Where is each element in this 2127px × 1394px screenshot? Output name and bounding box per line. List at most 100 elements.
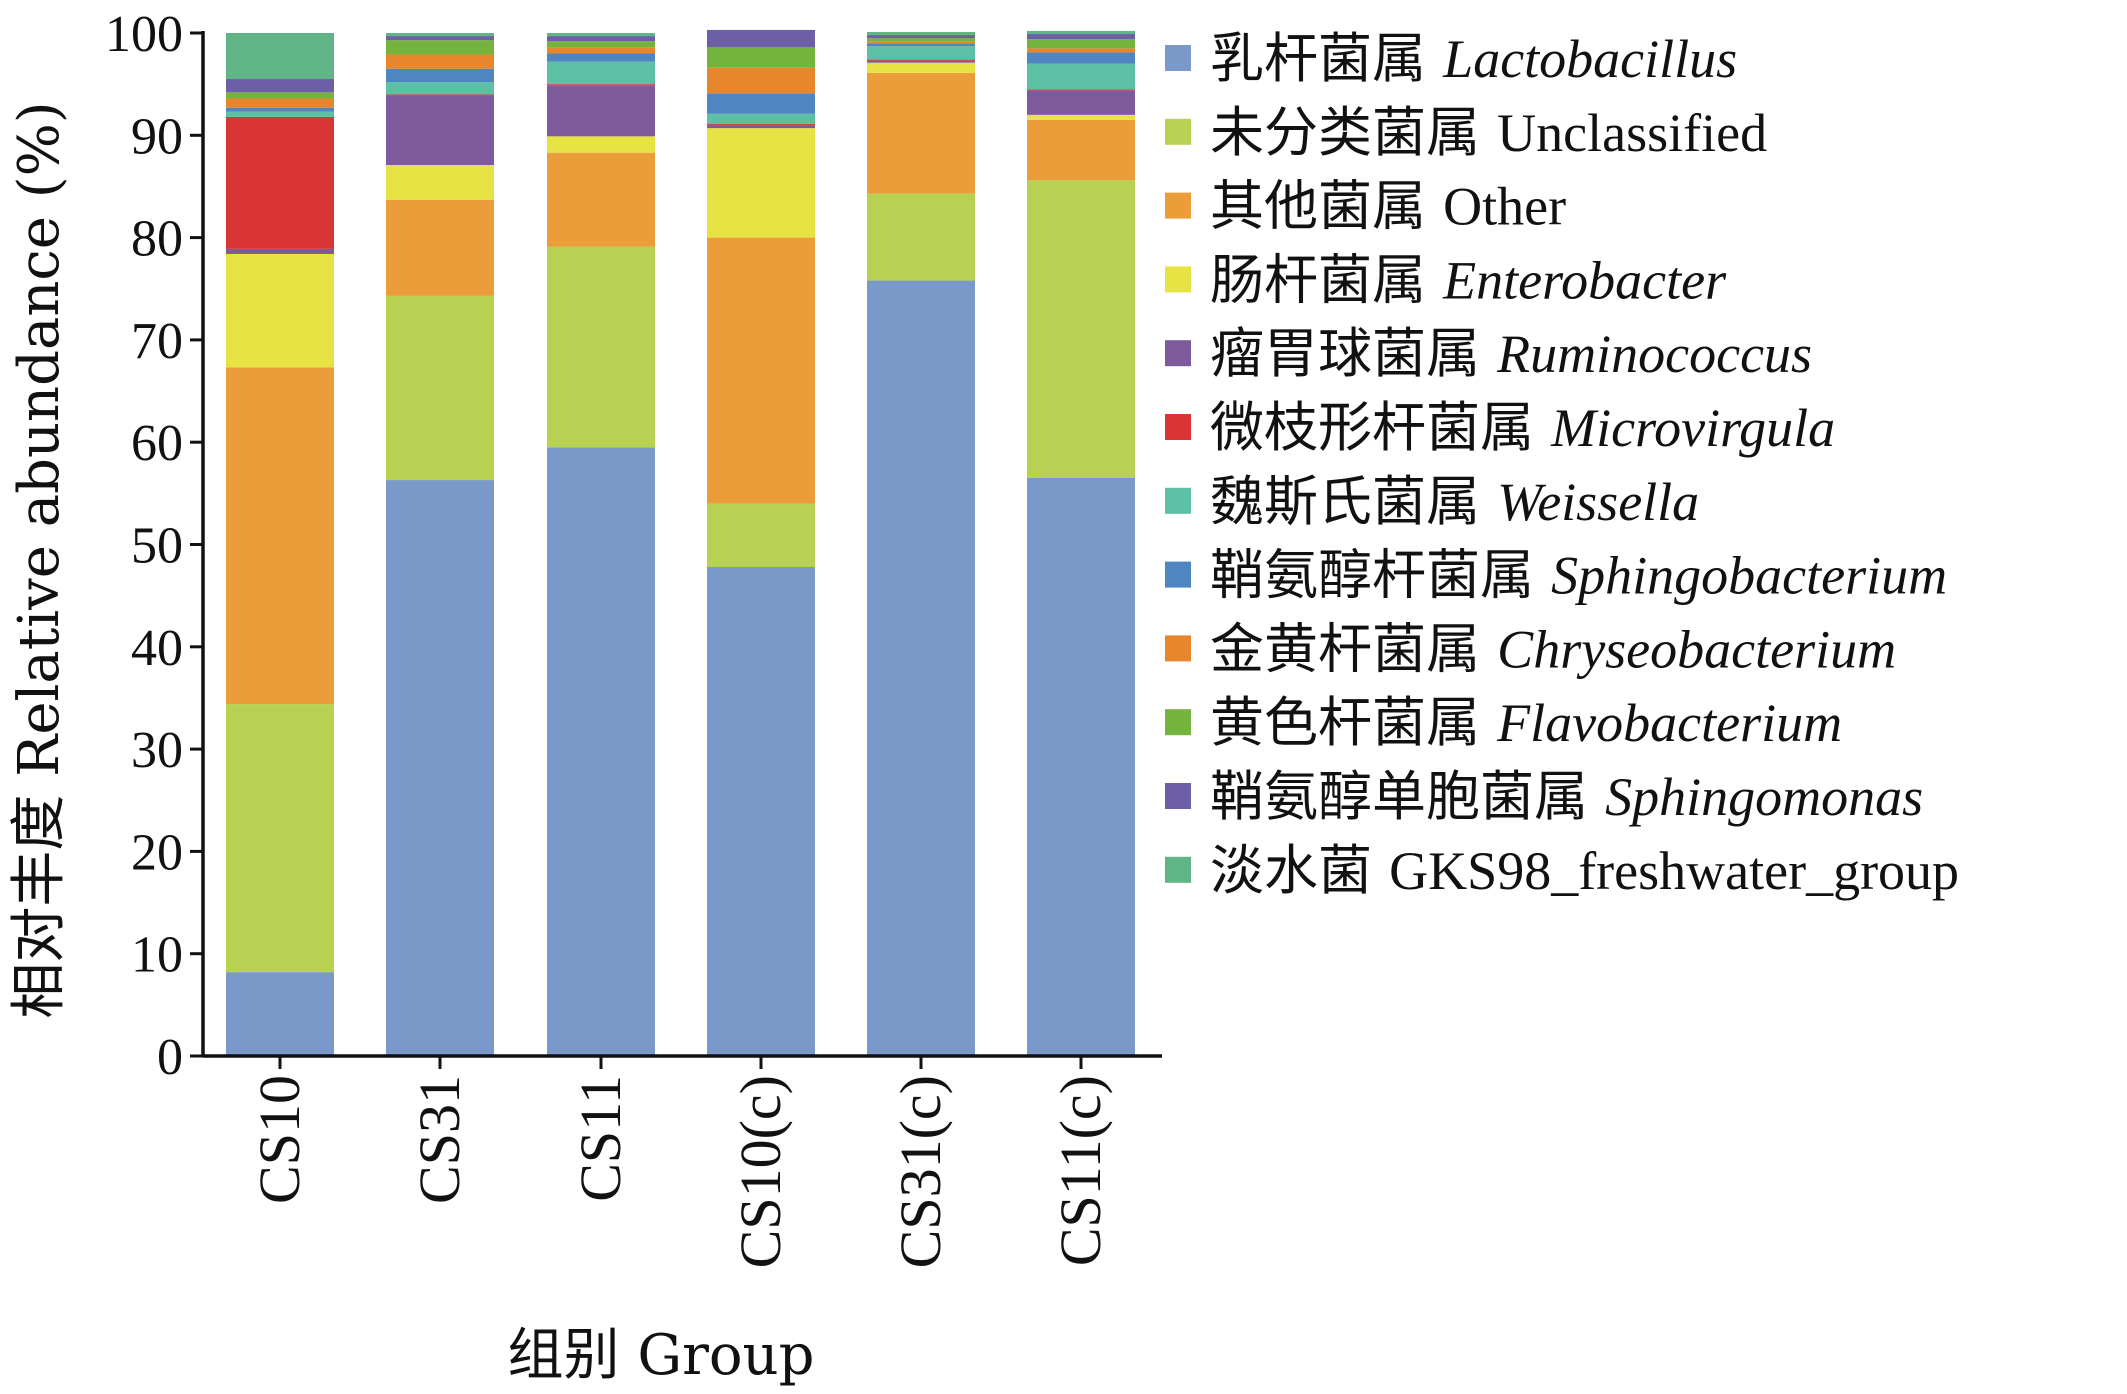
bar-segment [1027, 89, 1135, 91]
legend-label-cn: 金黄杆菌属 [1210, 617, 1497, 680]
legend-swatch [1165, 192, 1191, 219]
y-tick-label: 60 [131, 415, 183, 472]
bar-segment [1027, 34, 1135, 40]
legend-item: 鞘氨醇杆菌属 Sphingobacterium [1165, 544, 1947, 607]
bar-segment [386, 199, 494, 296]
bar-segment [386, 54, 494, 69]
y-axis-title: 相对丰度 Relative abundance (%) [7, 101, 72, 1018]
bar-segment [547, 41, 655, 48]
bar-segment [707, 237, 815, 504]
legend-item: 鞘氨醇单胞菌属 Sphingomonas [1165, 765, 1923, 828]
axes-layer [190, 31, 1162, 1069]
legend-swatch [1165, 635, 1191, 662]
legend-swatch [1165, 340, 1191, 367]
bar-segment [867, 35, 975, 39]
legend-swatch [1165, 414, 1191, 440]
y-tick-label: 50 [131, 518, 183, 575]
legend-label: 肠杆菌属 Enterobacter [1210, 248, 1727, 311]
bar-segment [386, 40, 494, 55]
legend-swatch [1165, 561, 1191, 588]
legend-label-latin: Ruminococcus [1496, 324, 1812, 384]
bar-segment [386, 295, 494, 481]
bar-segment [386, 68, 494, 83]
y-tick-label: 90 [131, 108, 183, 165]
bar-segment [226, 116, 334, 249]
legend-label: 魏斯氏菌属 Weissella [1210, 470, 1699, 533]
legend-label-latin: Microvirgula [1550, 398, 1835, 458]
x-axis-title: 组别 Group [508, 1323, 815, 1388]
legend-label-latin: GKS98_freshwater_group [1389, 841, 1959, 901]
legend-item: 其他菌属 Other [1165, 175, 1566, 238]
bar-segment [226, 248, 334, 254]
legend-label: 乳杆菌属 Lactobacillus [1210, 27, 1737, 90]
bar-segment [707, 67, 815, 94]
legend-swatch [1165, 856, 1191, 883]
legend-swatch [1165, 118, 1191, 145]
bar-segment [867, 280, 975, 1056]
bar-segment [707, 503, 815, 568]
bar-segment [547, 84, 655, 86]
legend-label-latin: Weissella [1497, 472, 1699, 532]
bar-segment [867, 72, 975, 194]
bar-segment [707, 113, 815, 125]
bar-segment [1027, 52, 1135, 64]
legend-label: 微枝形杆菌属 Microvirgula [1210, 396, 1835, 459]
bar-segment [707, 124, 815, 126]
x-tick-labels: CS10 CS31 CS11 CS10(c) CS31(c) CS11(c) [247, 1075, 1113, 1268]
bar-segment [226, 367, 334, 705]
bar-segment [707, 47, 815, 68]
bar-segment [867, 43, 975, 47]
bar-segment [1027, 180, 1135, 479]
y-tick-label: 40 [131, 620, 183, 677]
legend-item: 未分类菌属 Unclassified [1165, 101, 1767, 164]
bars-layer [226, 29, 1135, 1056]
bar-segment [867, 59, 975, 61]
y-tick-label: 30 [131, 722, 183, 779]
legend-swatch [1165, 487, 1191, 514]
bar-segment [707, 29, 815, 48]
bar-segment [226, 972, 334, 1056]
legend-swatch [1165, 783, 1191, 809]
bar-segment [386, 94, 494, 96]
bar-segment [707, 93, 815, 114]
bar-segment [867, 41, 975, 44]
legend-label-latin: Unclassified [1497, 103, 1767, 163]
x-tick-label: CS31 [407, 1075, 472, 1204]
bar-segment [547, 152, 655, 247]
bar-segment [547, 36, 655, 42]
legend-label-cn: 黄色杆菌属 [1210, 691, 1497, 754]
bar-segment [867, 60, 975, 63]
legend-swatch [1165, 45, 1191, 71]
legend-label-latin: Chryseobacterium [1497, 619, 1896, 679]
legend-label-cn: 鞘氨醇杆菌属 [1210, 544, 1551, 607]
bar-segment [867, 38, 975, 42]
bar-segment [1027, 30, 1135, 35]
x-tick-label: CS10(c) [728, 1075, 793, 1268]
bar-segment [547, 53, 655, 62]
bar-segment [707, 125, 815, 129]
legend-label-cn: 魏斯氏菌属 [1210, 470, 1497, 533]
bar-segment [707, 128, 815, 238]
legend-item: 黄色杆菌属 Flavobacterium [1165, 691, 1842, 754]
bar-segment [867, 46, 975, 60]
legend-label-cn: 肠杆菌属 [1210, 248, 1443, 311]
x-tick-label: CS10 [247, 1075, 312, 1204]
bar-segment [386, 480, 494, 1056]
legend-item: 乳杆菌属 Lactobacillus [1165, 27, 1737, 90]
legend-item: 微枝形杆菌属 Microvirgula [1165, 396, 1835, 459]
legend-label-latin: Sphingobacterium [1551, 546, 1947, 606]
bar-segment [386, 164, 494, 200]
legend-label-latin: Flavobacterium [1496, 693, 1842, 753]
legend-label-cn: 瘤胃球菌属 [1210, 322, 1497, 385]
y-tick-label: 20 [131, 824, 183, 881]
x-tick-label: CS11(c) [1048, 1075, 1113, 1266]
legend-label-cn: 微枝形杆菌属 [1210, 396, 1551, 459]
y-tick-label: 100 [105, 6, 183, 63]
legend-item: 瘤胃球菌属 Ruminococcus [1165, 322, 1812, 385]
bar-segment [867, 193, 975, 281]
bar-segment [1027, 63, 1135, 90]
bar-segment [1027, 90, 1135, 115]
bar-segment [867, 62, 975, 73]
legend-item: 魏斯氏菌属 Weissella [1165, 470, 1699, 533]
legend-item: 肠杆菌属 Enterobacter [1165, 248, 1727, 311]
